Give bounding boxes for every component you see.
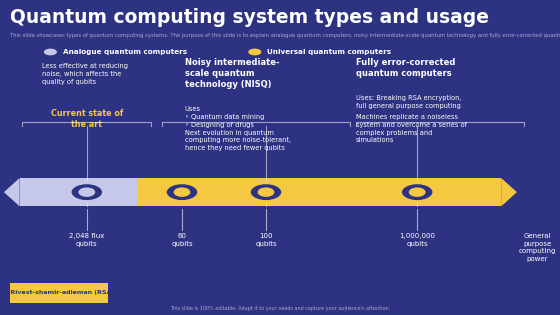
Circle shape: [174, 187, 190, 197]
Text: Less effective at reducing
noise, which affects the
quality of qubits: Less effective at reducing noise, which …: [42, 63, 128, 85]
Text: Uses: Uses: [185, 106, 201, 112]
Circle shape: [249, 183, 283, 202]
Text: Quantum computing system types and usage: Quantum computing system types and usage: [10, 8, 489, 27]
Text: 1,000,000
qubits: 1,000,000 qubits: [399, 233, 435, 247]
Circle shape: [78, 187, 95, 197]
Text: Universal quantum computers: Universal quantum computers: [267, 49, 391, 55]
Text: General
purpose
computing
power: General purpose computing power: [519, 233, 556, 261]
Circle shape: [400, 183, 434, 202]
Text: Current state of
the art: Current state of the art: [50, 109, 123, 129]
Text: This slide showcases types of quantum computing systems. The purpose of this sli: This slide showcases types of quantum co…: [10, 33, 560, 38]
Text: Analogue quantum computers: Analogue quantum computers: [63, 49, 187, 55]
Text: 60
qubits: 60 qubits: [171, 233, 193, 247]
Text: Fully error-corrected
quantum computers: Fully error-corrected quantum computers: [356, 58, 455, 78]
Circle shape: [258, 187, 274, 197]
Bar: [20, 178, 137, 206]
Text: 100
qubits: 100 qubits: [255, 233, 277, 247]
Circle shape: [43, 48, 58, 56]
FancyArrow shape: [4, 178, 20, 206]
Text: ◦ Quantum data mining
◦ Designing of drugs
Next evolution in quantum
computing m: ◦ Quantum data mining ◦ Designing of dru…: [185, 114, 291, 151]
FancyArrow shape: [501, 178, 517, 206]
FancyBboxPatch shape: [10, 283, 108, 303]
Text: 2,048 flux
qubits: 2,048 flux qubits: [69, 233, 105, 247]
Circle shape: [409, 187, 426, 197]
Text: Uses: Breaking RSA encryption,
full general purpose computing: Uses: Breaking RSA encryption, full gene…: [356, 95, 461, 109]
Circle shape: [70, 183, 104, 202]
Bar: [137, 178, 501, 206]
Text: This slide is 100% editable. Adapt it to your needs and capture your audience's : This slide is 100% editable. Adapt it to…: [170, 306, 390, 311]
Circle shape: [248, 48, 262, 56]
Text: Machines replicate a noiseless
system and overcome a series of
complex problems : Machines replicate a noiseless system an…: [356, 114, 466, 143]
Text: Noisy intermediate-
scale quantum
technology (NISQ): Noisy intermediate- scale quantum techno…: [185, 58, 279, 89]
Circle shape: [165, 183, 199, 202]
Text: * Rivest-shamir-adleman (RSA): * Rivest-shamir-adleman (RSA): [4, 290, 114, 295]
